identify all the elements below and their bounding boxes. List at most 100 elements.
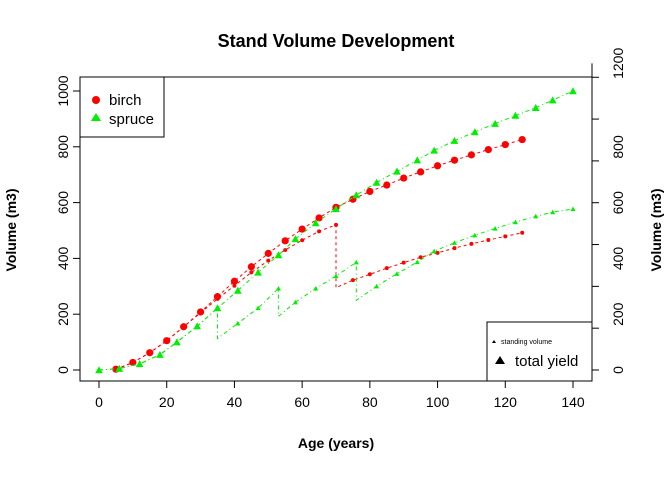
y-axis-right: 0 200 400 600 800 1200	[591, 48, 626, 374]
spruce-total-yield-point	[430, 146, 438, 154]
x-tick-label: 140	[561, 394, 585, 410]
spruce-standing-volume-point	[333, 273, 339, 279]
spruce-standing-volume-point	[452, 240, 457, 245]
spruce-total-yield-point	[254, 268, 262, 276]
birch-total-yield-point	[247, 263, 255, 271]
y-right-tick-label: 600	[610, 191, 626, 215]
birch-standing-volume-point	[266, 258, 271, 263]
birch-total-yield-point	[264, 249, 272, 257]
birch-standing-volume-point	[452, 246, 457, 251]
birch-standing-volume-point	[300, 238, 305, 243]
x-tick-label: 40	[227, 394, 243, 410]
y-right-tick-label: 1200	[610, 48, 626, 79]
y-left-tick-label: 800	[55, 135, 71, 159]
spruce-standing-volume-line	[98, 208, 574, 371]
spruce-total-yield-point	[274, 251, 283, 259]
spruce-total-yield-point	[332, 204, 340, 212]
spruce-standing-volume-point	[116, 366, 122, 371]
birch-standing-volume-point	[520, 230, 525, 235]
birch-standing-volume-point	[130, 360, 135, 365]
spruce-standing-volume-point	[374, 283, 380, 289]
birch-standing-volume-point	[164, 338, 169, 343]
birch-total-yield-point	[518, 135, 526, 144]
legend-birch-label: birch	[109, 92, 142, 109]
birch-total-yield-point	[484, 145, 492, 154]
birch-total-yield-point	[281, 237, 289, 245]
spruce-standing-volume-point	[512, 219, 518, 225]
birch-standing-volume-point	[317, 229, 322, 234]
birch-standing-volume-point	[469, 241, 474, 246]
x-tick-label: 120	[494, 394, 518, 410]
birch-standing-volume-point	[486, 237, 491, 242]
spruce-standing-volume-point	[96, 367, 102, 373]
birch-total-yield-point	[315, 214, 323, 222]
birch-total-yield-point	[298, 225, 306, 233]
legend-total-yield-label: total yield	[515, 353, 578, 370]
spruce-standing-volume-point	[215, 305, 220, 311]
birch-standing-volume-point	[334, 222, 338, 227]
spruce-standing-volume-point	[431, 248, 437, 254]
legend-birch-marker	[92, 96, 100, 104]
y-left-tick-label: 1000	[55, 75, 71, 106]
legend-species-box	[79, 76, 165, 138]
x-axis-label: Age (years)	[298, 435, 374, 451]
y-right-tick-label: 400	[610, 247, 626, 271]
spruce-standing-volume-point	[275, 286, 281, 291]
birch-standing-volume-point	[350, 278, 355, 283]
chart-title: Stand Volume Development	[218, 31, 455, 51]
y-right-tick-label: 200	[610, 302, 626, 326]
birch-standing-volume-point	[384, 266, 389, 271]
birch-standing-volume-line	[115, 224, 523, 370]
x-tick-label: 100	[426, 394, 450, 410]
birch-standing-volume-point	[367, 272, 372, 277]
y-left-tick-label: 600	[55, 191, 71, 215]
legend-spruce-marker	[91, 113, 101, 121]
legend-species: birch spruce	[79, 76, 165, 138]
spruce-total-yield-point	[491, 119, 499, 127]
spruce-standing-volume-point	[472, 232, 478, 238]
birch-total-yield-point	[467, 151, 476, 159]
y-left-tick-label: 0	[55, 366, 71, 374]
spruce-total-yield-point	[393, 167, 401, 175]
spruce-standing-volume-point	[137, 361, 143, 366]
birch-standing-volume-point	[249, 270, 254, 275]
birch-total-yield-point	[230, 277, 239, 285]
spruce-standing-volume-point	[255, 305, 261, 311]
spruce-total-yield-point	[311, 219, 320, 227]
birch-standing-volume-point	[198, 310, 203, 315]
spruce-standing-volume-point	[353, 259, 359, 265]
legend-standing-volume-label: standing volume	[501, 339, 552, 346]
spruce-total-yield-point	[450, 136, 459, 144]
birch-total-yield-point	[501, 140, 509, 149]
spruce-standing-volume-point	[157, 352, 163, 357]
spruce-total-yield-point	[352, 191, 361, 199]
spruce-standing-volume-point	[533, 213, 539, 219]
y-axis-left: 0 200 400 600 800 1000	[55, 75, 81, 374]
birch-total-yield-point	[366, 187, 374, 196]
spruce-standing-volume-point	[174, 339, 180, 345]
birch-standing-volume-point	[147, 350, 152, 355]
x-axis: 0 20 40 60 80 100 120 140	[95, 380, 585, 410]
legend-spruce-label: spruce	[109, 111, 154, 128]
birch-standing-volume-point	[215, 296, 220, 301]
spruce-standing-volume-point	[550, 209, 556, 215]
birch-standing-volume-point	[418, 255, 423, 260]
x-tick-label: 60	[294, 394, 310, 410]
birch-total-yield-point	[450, 156, 459, 164]
spruce-total-yield-point	[291, 235, 300, 243]
legend-type: standing volume total yield	[486, 321, 593, 382]
x-tick-label: 80	[362, 394, 378, 410]
spruce-total-yield-point	[531, 103, 540, 111]
birch-total-yield-point	[400, 174, 408, 182]
y-left-tick-label: 400	[55, 247, 71, 271]
birch-standing-volume-point	[503, 234, 508, 239]
x-tick-label: 20	[159, 394, 175, 410]
birch-standing-volume-point	[401, 260, 406, 265]
birch-total-yield-point	[417, 168, 425, 176]
spruce-standing-volume-point	[492, 226, 498, 231]
spruce-standing-volume-point	[292, 299, 298, 305]
x-tick-label: 0	[95, 394, 103, 410]
spruce-total-yield-point	[511, 111, 520, 119]
legend-total-yield-marker	[495, 356, 505, 364]
